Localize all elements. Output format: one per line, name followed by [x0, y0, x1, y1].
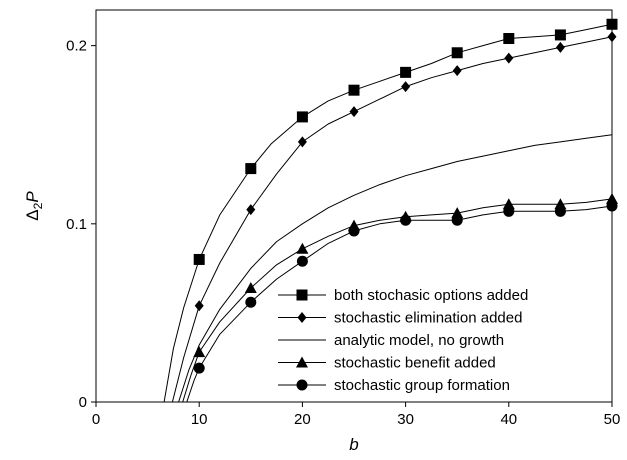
- legend-item: both stochasic options added: [278, 287, 528, 304]
- legend-label: analytic model, no growth: [334, 332, 504, 349]
- legend-label: stochastic group formation: [334, 377, 510, 394]
- y-tick-label: 0: [79, 394, 87, 411]
- series-line: [171, 36, 613, 403]
- legend-marker: [296, 379, 308, 391]
- legend-label: stochastic benefit added: [334, 355, 496, 372]
- data-point: [246, 204, 256, 216]
- data-point: [504, 52, 514, 64]
- data-point: [451, 214, 463, 226]
- x-tick-label: 20: [294, 411, 311, 428]
- series-line: [186, 205, 613, 403]
- data-point: [555, 41, 565, 53]
- data-point: [554, 198, 567, 210]
- x-tick-label: 30: [397, 411, 414, 428]
- data-point: [296, 242, 309, 254]
- series-4: [186, 200, 618, 403]
- legend-item: stochastic elimination added: [278, 310, 522, 327]
- axes: 0 10 20 30 40 50 0 0.1 0.2: [66, 9, 621, 428]
- data-point: [503, 205, 515, 217]
- data-point: [401, 81, 411, 93]
- x-tick-label: 40: [500, 411, 517, 428]
- data-point: [193, 362, 205, 374]
- data-point: [193, 346, 206, 358]
- data-point: [245, 163, 257, 175]
- legend-item: analytic model, no growth: [278, 332, 504, 349]
- data-point: [554, 205, 566, 217]
- legend-label: both stochasic options added: [334, 287, 528, 304]
- data-point: [297, 136, 307, 148]
- data-point: [400, 66, 412, 78]
- series-line: [178, 134, 613, 403]
- data-point: [451, 207, 464, 219]
- legend-item: stochastic group formation: [278, 377, 510, 394]
- data-point: [452, 65, 462, 77]
- data-point: [296, 255, 308, 267]
- y-tick-label: 0.2: [66, 38, 87, 55]
- series-2: [178, 134, 613, 403]
- y-axis-title-subscript: 2: [31, 202, 45, 209]
- data-point: [245, 296, 257, 308]
- legend-marker: [296, 356, 308, 368]
- x-tick-label: 0: [92, 411, 100, 428]
- y-axis-title-variable: P: [23, 191, 42, 203]
- data-point: [349, 106, 359, 118]
- plot-frame: [95, 9, 613, 403]
- y-axis-title: Δ2P: [23, 191, 45, 221]
- series-1: [171, 31, 617, 403]
- legend: both stochasic options added stochastic e…: [278, 287, 528, 394]
- series-line: [163, 23, 613, 403]
- x-tick-label: 50: [604, 411, 621, 428]
- legend-marker: [297, 312, 307, 323]
- data-point: [502, 198, 515, 210]
- data-point: [348, 84, 360, 96]
- data-point: [296, 111, 308, 123]
- y-tick-label: 0.1: [66, 216, 87, 233]
- legend-marker: [296, 289, 308, 301]
- series-line: [182, 198, 613, 403]
- data-point: [451, 47, 463, 59]
- y-axis-title-delta: Δ: [23, 209, 42, 220]
- x-tick-label: 10: [191, 411, 208, 428]
- x-axis-title: b: [349, 435, 358, 454]
- data-point: [503, 33, 515, 45]
- data-point: [244, 281, 257, 293]
- data-point: [348, 225, 360, 237]
- data-point: [193, 253, 205, 265]
- data-point: [400, 214, 412, 226]
- legend-item: stochastic benefit added: [278, 355, 496, 372]
- legend-label: stochastic elimination added: [334, 310, 522, 327]
- data-point: [554, 29, 566, 41]
- data-point: [194, 300, 204, 312]
- plot-area: [163, 18, 618, 403]
